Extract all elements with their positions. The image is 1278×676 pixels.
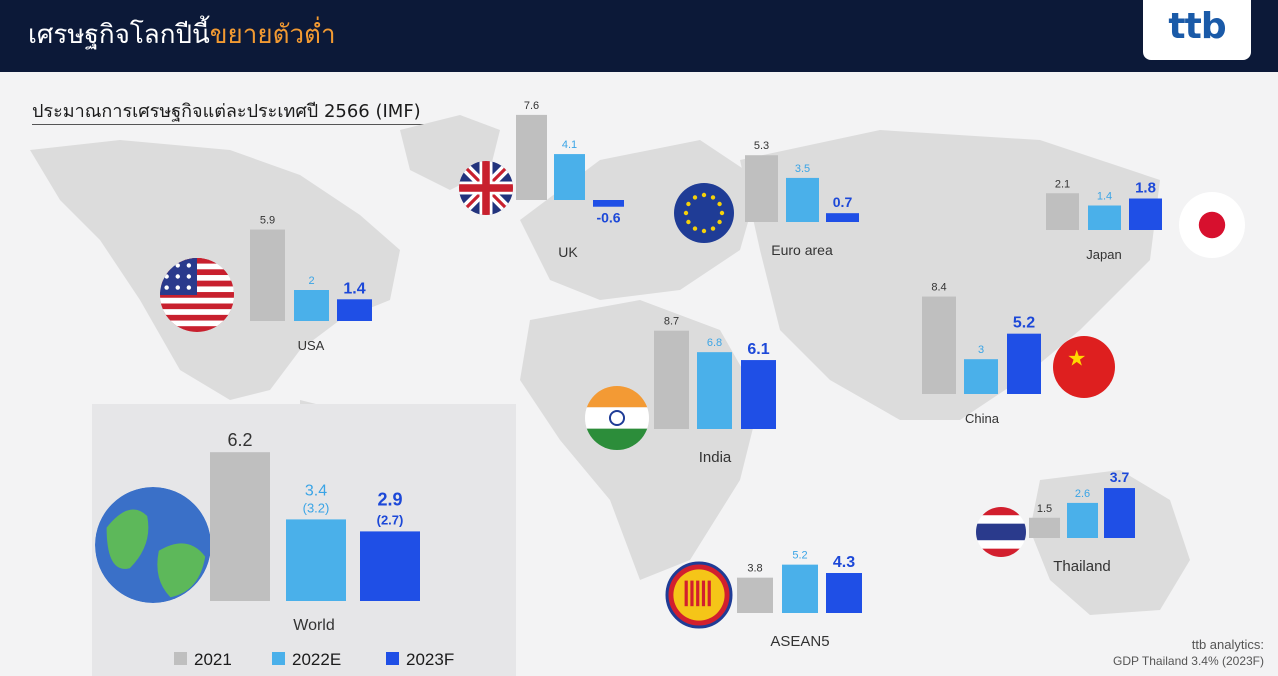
value-label-uk-2021: 7.6 (524, 100, 539, 112)
value-label-usa-2023F: 1.4 (343, 280, 365, 297)
value-label-asean5-2022E: 5.2 (792, 550, 807, 562)
bar-japan-2021 (1046, 193, 1079, 230)
eu-flag-icon (674, 183, 734, 243)
bar-usa-2022E (294, 290, 329, 321)
value-label-china-2021: 8.4 (931, 282, 946, 294)
bar-world-2023F (360, 531, 420, 601)
bar-asean5-2022E (782, 564, 818, 613)
value-label-euro-area-2021: 5.3 (754, 140, 769, 152)
value-label-world-2022E: 3.4 (305, 482, 327, 499)
globe-icon (95, 487, 211, 603)
value-label-india-2023F: 6.1 (747, 341, 769, 358)
value-label-china-2023F: 5.2 (1013, 315, 1035, 332)
bar-india-2022E (697, 352, 732, 429)
bar-uk-2023F (593, 200, 624, 207)
bar-euro-area-2021 (745, 155, 778, 222)
footer-source: ttb analytics: (1191, 637, 1264, 652)
uk-flag-icon (459, 161, 513, 215)
ttb-logo-text: ttb (1168, 6, 1226, 47)
value-label-world-2023F: 2.9 (377, 489, 402, 509)
page-title: เศรษฐกิจโลกปีนี้ขยายตัวต่ำ (28, 14, 336, 55)
legend-label-2022E: 2022E (292, 650, 341, 669)
bar-euro-area-2022E (786, 177, 819, 222)
group-label-india: India (699, 449, 732, 466)
group-label-china: China (965, 411, 1000, 426)
bar-usa-2023F (337, 299, 372, 321)
thailand-flag-icon (976, 507, 1026, 557)
group-label-japan: Japan (1086, 247, 1121, 262)
value-label-euro-area-2022E: 3.5 (795, 163, 810, 175)
legend-label-2021: 2021 (194, 650, 232, 669)
group-label-thailand: Thailand (1053, 558, 1111, 575)
india-flag-icon (585, 386, 649, 450)
value-label-thailand-2021: 1.5 (1037, 503, 1052, 515)
value-label-japan-2023F: 1.8 (1135, 180, 1156, 197)
us-flag-icon (160, 258, 234, 332)
value-label-asean5-2023F: 4.3 (833, 554, 855, 571)
japan-flag-icon (1179, 192, 1245, 258)
bar-asean5-2021 (737, 577, 773, 613)
value-label-euro-area-2023F: 0.7 (833, 194, 853, 210)
bar-euro-area-2023F (826, 213, 859, 222)
china-flag-icon: ★ (1053, 336, 1115, 398)
bar-japan-2023F (1129, 198, 1162, 230)
legend-swatch-2023F (386, 652, 399, 665)
group-label-usa: USA (298, 338, 325, 353)
legend-swatch-2021 (174, 652, 187, 665)
title-highlight: ขยายตัวต่ำ (209, 20, 336, 50)
group-label-world: World (293, 617, 335, 634)
value-label-india-2021: 8.7 (664, 316, 679, 328)
bars-layer: 6.2 3.4(3.2) 2.9 (2.7) World 5.9 2 1.4 USA 7.6 4.1… (95, 100, 1245, 650)
value-label-china-2022E: 3 (978, 344, 984, 356)
bar-thailand-2021 (1029, 517, 1060, 538)
legend-label-2023F: 2023F (406, 650, 454, 669)
bar-china-2022E (964, 359, 998, 394)
value-label-uk-2023F: -0.6 (596, 210, 620, 226)
bar-china-2021 (922, 296, 956, 394)
bar-usa-2021 (250, 229, 285, 321)
alt-label-world-2022E: (3.2) (303, 500, 330, 515)
group-label-uk: UK (558, 244, 578, 260)
bar-china-2023F (1007, 333, 1041, 394)
bar-uk-2021 (516, 114, 547, 200)
ttb-logo: ttb (1143, 0, 1251, 60)
bar-india-2023F (741, 360, 776, 429)
value-label-usa-2021: 5.9 (260, 215, 275, 227)
bar-japan-2022E (1088, 205, 1121, 230)
value-label-usa-2022E: 2 (308, 275, 314, 287)
chart-subtitle: ประมาณการเศรษฐกิจแต่ละประเทศปี 2566 (IMF… (32, 101, 421, 122)
group-label-euro-area: Euro area (771, 242, 833, 258)
footer-note: ttb analytics: GDP Thailand 3.4% (2023F) (1113, 636, 1264, 670)
legend-swatch-2022E (272, 652, 285, 665)
bar-thailand-2022E (1067, 502, 1098, 538)
value-label-asean5-2021: 3.8 (747, 563, 762, 575)
alt-label-world-2023F: (2.7) (377, 512, 404, 527)
value-label-thailand-2023F: 3.7 (1110, 469, 1130, 485)
value-label-india-2022E: 6.8 (707, 337, 722, 349)
value-label-world-2021: 6.2 (227, 430, 252, 450)
asean-emblem-icon (665, 561, 733, 629)
legend: 2021 2022E 2023F (174, 650, 454, 669)
footer-gdp-thailand: GDP Thailand 3.4% (2023F) (1113, 654, 1264, 668)
bar-world-2021 (210, 452, 270, 601)
value-label-thailand-2022E: 2.6 (1075, 488, 1090, 500)
bar-world-2022E (286, 519, 346, 601)
bar-uk-2022E (554, 154, 585, 200)
bar-asean5-2023F (826, 573, 862, 613)
title-main: เศรษฐกิจโลกปีนี้ (28, 20, 210, 50)
svg-text:★: ★ (1067, 346, 1086, 371)
header-bar: เศรษฐกิจโลกปีนี้ขยายตัวต่ำ ttb (0, 0, 1278, 72)
bar-india-2021 (654, 330, 689, 429)
subtitle-underline (32, 124, 474, 125)
value-label-japan-2021: 2.1 (1055, 178, 1070, 190)
value-label-uk-2022E: 4.1 (562, 139, 577, 151)
value-label-japan-2022E: 1.4 (1097, 191, 1112, 203)
group-label-asean5: ASEAN5 (770, 633, 829, 650)
bar-thailand-2023F (1104, 488, 1135, 538)
